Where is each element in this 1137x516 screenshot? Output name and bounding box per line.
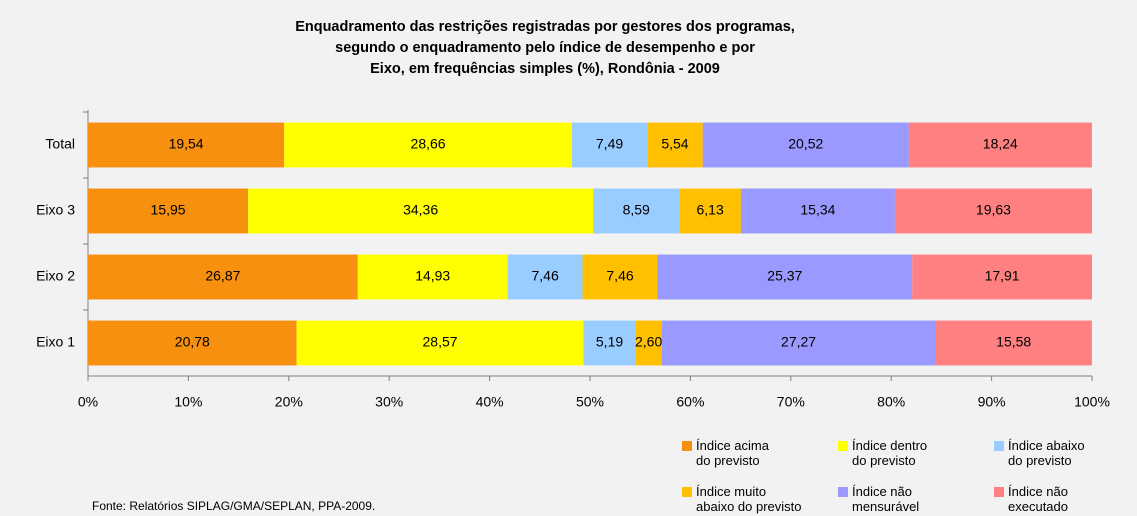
legend-item: Índice não executado [994,484,1068,514]
bar-segment [357,254,508,300]
data-label: 2,60 [635,334,662,350]
data-label: 28,57 [423,334,458,350]
data-label: 17,91 [985,268,1020,284]
chart-title: segundo o enquadramento pelo índice de d… [335,40,755,56]
data-label: 28,66 [411,136,446,152]
bar-segment [284,122,572,168]
bar-segment [88,254,358,300]
x-tick-label: 80% [877,394,905,410]
bar-segment [935,320,1092,366]
y-tick-label: Eixo 1 [36,334,75,350]
legend-label: Índice não mensurável [852,484,920,514]
legend-swatch [838,441,848,451]
bar-segment [582,254,658,300]
data-label: 15,95 [151,202,186,218]
legend-item: Índice não mensurável [838,484,919,514]
data-label: 7,46 [606,268,633,284]
data-label: 20,78 [175,334,210,350]
data-label: 19,63 [976,202,1011,218]
bar-segment [912,254,1092,300]
bar-segment [679,188,741,234]
x-tick-label: 100% [1074,394,1110,410]
legend-swatch [682,487,692,497]
bar-segment [908,122,1092,168]
x-tick-label: 60% [676,394,704,410]
legend-label: Índice não executado [1008,484,1068,514]
bar-segment [507,254,583,300]
source-note: Fonte: Relatórios SIPLAG/GMA/SEPLAN, PPA… [92,499,376,513]
data-label: 7,49 [596,136,623,152]
data-label: 26,87 [205,268,240,284]
chart-title: Eixo, em frequências simples (%), Rondôn… [370,61,720,77]
data-label: 34,36 [403,202,438,218]
bar-segment [647,122,703,168]
x-tick-label: 10% [174,394,202,410]
bar-segment [635,320,662,366]
data-label: 25,37 [767,268,802,284]
x-tick-label: 20% [275,394,303,410]
bar-segment [657,254,913,300]
bar-segment [583,320,636,366]
chart-title: Enquadramento das restrições registradas… [295,19,795,35]
bar-segment [88,122,285,168]
bar-segment [296,320,584,366]
bar-segment [88,188,249,234]
legend-swatch [994,487,1004,497]
y-tick-label: Eixo 3 [36,202,75,218]
data-label: 14,93 [415,268,450,284]
bar-segment [661,320,936,366]
data-label: 15,58 [996,334,1031,350]
legend-label: Índice abaixo do previsto [1008,438,1085,468]
data-label: 5,54 [661,136,688,152]
data-label: 19,54 [169,136,204,152]
legend-label: Índice muito abaixo do previsto [696,484,802,514]
x-tick-label: 40% [476,394,504,410]
bar-segment [702,122,909,168]
legend-label: Índice acima do previsto [696,438,769,468]
legend-swatch [682,441,692,451]
bar-segment [248,188,594,234]
data-label: 27,27 [781,334,816,350]
x-tick-label: 50% [576,394,604,410]
y-tick-label: Eixo 2 [36,268,75,284]
legend-label: Índice dentro do previsto [852,438,928,468]
legend-item: Índice muito abaixo do previsto [682,484,802,514]
legend-swatch [838,487,848,497]
bar-segment [88,320,297,366]
bar-segment [593,188,680,234]
data-label: 7,46 [531,268,558,284]
legend-item: Índice acima do previsto [682,438,769,468]
legend-item: Índice dentro do previsto [838,438,927,468]
bar-segment [740,188,895,234]
x-tick-label: 0% [78,394,98,410]
legend-swatch [994,441,1004,451]
x-tick-label: 30% [375,394,403,410]
data-label: 8,59 [623,202,650,218]
bar-segment [571,122,648,168]
x-tick-label: 70% [777,394,805,410]
legend-item: Índice abaixo do previsto [994,438,1085,468]
data-label: 5,19 [596,334,623,350]
x-tick-label: 90% [978,394,1006,410]
data-label: 15,34 [800,202,835,218]
data-label: 6,13 [697,202,724,218]
data-label: 18,24 [983,136,1018,152]
data-label: 20,52 [788,136,823,152]
bar-segment [894,188,1092,234]
y-tick-label: Total [45,136,75,152]
